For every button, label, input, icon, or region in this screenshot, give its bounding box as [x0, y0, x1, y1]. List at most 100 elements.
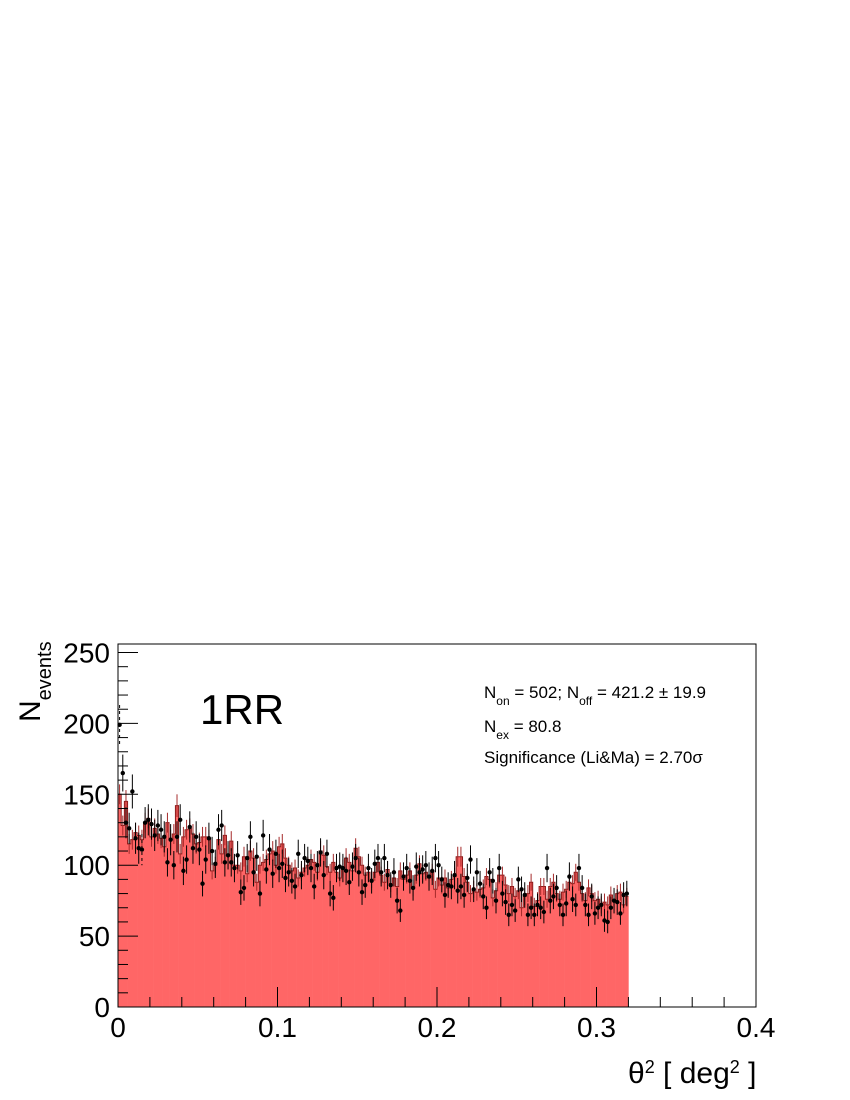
background-bar-147	[586, 887, 591, 1007]
on-point-141	[567, 874, 572, 879]
on-point-116	[487, 870, 492, 875]
on-point-133	[541, 909, 547, 915]
on-point-57	[299, 872, 304, 878]
background-bar-30	[213, 865, 218, 1007]
on-point-53	[286, 870, 291, 875]
on-point-117	[490, 878, 496, 884]
background-bar-110	[468, 893, 473, 1007]
background-bar-104	[449, 879, 454, 1007]
background-bar-64	[322, 855, 326, 1007]
on-point-9	[146, 817, 151, 823]
background-bar-97	[427, 877, 431, 1007]
background-bar-42	[251, 858, 256, 1007]
on-point-17	[171, 863, 177, 868]
background-bar-41	[248, 851, 253, 1007]
background-bar-132	[539, 886, 543, 1007]
background-bar-29	[210, 870, 214, 1007]
on-point-72	[347, 880, 352, 885]
background-bar-84	[385, 869, 390, 1007]
on-point-123	[509, 902, 515, 908]
background-bar-93	[414, 875, 419, 1007]
on-point-4	[130, 789, 135, 794]
background-bar-73	[350, 870, 355, 1007]
background-bar-68	[334, 872, 339, 1007]
background-bar-129	[529, 882, 533, 1007]
on-point-130	[532, 912, 537, 918]
background-bar-53	[287, 865, 291, 1007]
on-point-23	[190, 845, 196, 851]
on-point-89	[401, 874, 406, 879]
background-bar-56	[296, 877, 301, 1007]
on-point-94	[417, 870, 422, 875]
on-point-95	[420, 867, 425, 872]
chart-label: 1RR	[200, 686, 284, 733]
background-bar-38	[239, 870, 243, 1007]
on-point-135	[548, 898, 553, 903]
on-point-20	[181, 868, 186, 874]
background-bar-123	[510, 886, 514, 1007]
on-point-56	[296, 851, 301, 857]
on-point-76	[359, 889, 365, 895]
background-bar-67	[331, 862, 336, 1007]
background-bar-60	[309, 859, 313, 1007]
background-bar-107	[459, 856, 463, 1007]
annotation-significance: Significance (Li&Ma) = 2.70σ	[484, 748, 703, 767]
on-point-132	[538, 905, 543, 910]
on-point-52	[283, 875, 288, 881]
x-tick-label-0.1: 0.1	[258, 1012, 297, 1043]
on-point-78	[366, 865, 371, 871]
background-bar-136	[551, 882, 556, 1007]
background-bar-75	[357, 856, 361, 1007]
background-bar-9	[146, 818, 151, 1007]
y-tick-label-0: 0	[94, 992, 110, 1023]
on-point-70	[340, 865, 346, 871]
x-tick-label-0.4: 0.4	[737, 1012, 776, 1043]
on-point-62	[315, 863, 320, 868]
on-point-47	[267, 847, 272, 852]
on-point-104	[449, 884, 454, 889]
on-point-134	[544, 865, 550, 871]
background-bar-4	[130, 839, 135, 1007]
on-point-121	[503, 899, 508, 905]
on-point-143	[573, 902, 578, 908]
on-point-60	[308, 865, 314, 871]
background-bar-19	[178, 853, 183, 1007]
on-point-112	[474, 870, 480, 875]
background-bar-112	[475, 892, 479, 1007]
on-point-91	[407, 878, 413, 884]
background-bar-85	[389, 883, 393, 1007]
on-point-127	[522, 892, 527, 898]
background-bar-12	[156, 834, 160, 1007]
background-bar-49	[274, 865, 278, 1007]
background-bar-108	[462, 876, 467, 1007]
background-bar-131	[535, 900, 540, 1007]
background-bar-61	[312, 862, 317, 1007]
on-point-126	[519, 887, 524, 892]
on-point-25	[197, 847, 202, 852]
on-point-145	[579, 885, 585, 891]
on-point-28	[206, 836, 212, 841]
on-point-146	[583, 902, 588, 908]
background-bar-44	[258, 865, 262, 1007]
on-point-110	[468, 857, 473, 862]
background-bar-149	[593, 900, 597, 1007]
on-point-51	[280, 861, 285, 866]
background-bar-28	[207, 839, 211, 1007]
on-point-90	[404, 865, 409, 871]
background-bar-79	[370, 879, 374, 1007]
on-point-148	[589, 894, 594, 899]
on-point-77	[363, 882, 368, 888]
background-bar-24	[194, 843, 199, 1007]
background-bar-124	[513, 896, 518, 1007]
background-bar-74	[354, 848, 358, 1007]
background-bar-6	[137, 835, 141, 1007]
on-point-83	[382, 855, 387, 861]
background-bar-120	[500, 875, 505, 1007]
on-point-21	[184, 857, 189, 862]
on-point-128	[525, 912, 531, 918]
background-bar-137	[555, 893, 559, 1007]
background-bar-121	[503, 885, 508, 1007]
y-tick-label-100: 100	[63, 850, 110, 881]
background-bar-46	[264, 859, 269, 1007]
on-point-157	[618, 911, 623, 916]
